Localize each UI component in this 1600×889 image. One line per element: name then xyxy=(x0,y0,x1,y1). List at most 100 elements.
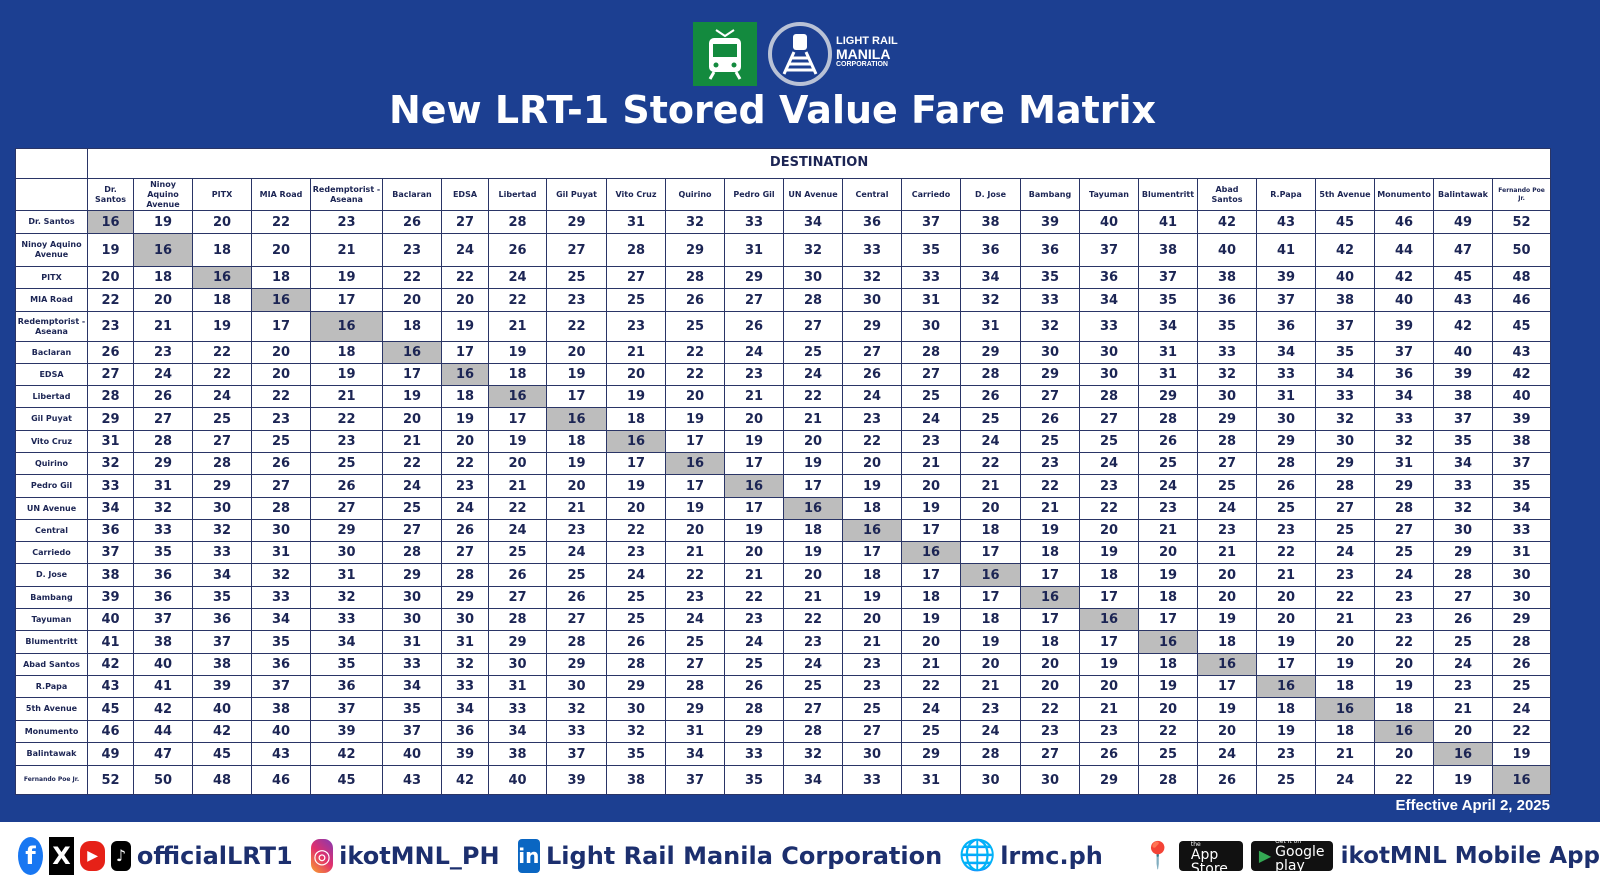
fare-cell: 17 xyxy=(901,519,961,542)
fare-cell: 30 xyxy=(1079,341,1139,364)
fare-cell: 29 xyxy=(665,697,725,721)
origin-header: Pedro Gil xyxy=(15,474,88,498)
destination-header: Bambang xyxy=(1020,178,1080,211)
fare-cell: 39 xyxy=(192,675,252,698)
fare-cell: 18 xyxy=(1374,697,1434,721)
fare-cell: 20 xyxy=(1138,541,1198,564)
fare-cell: 30 xyxy=(441,608,489,631)
fare-cell: 27 xyxy=(441,541,489,564)
fare-cell: 49 xyxy=(87,742,134,766)
facebook-icon[interactable]: f xyxy=(18,836,44,875)
fare-cell: 36 xyxy=(1197,288,1257,312)
x-icon[interactable]: X xyxy=(49,836,75,875)
fare-cell: 25 xyxy=(546,266,607,289)
fare-cell: 25 xyxy=(488,541,547,564)
youtube-icon[interactable]: ▶ xyxy=(80,840,106,871)
fare-cell: 25 xyxy=(1491,675,1552,698)
fare-cell: 24 xyxy=(901,697,961,721)
fare-cell: 23 xyxy=(1197,519,1257,542)
fare-cell: 33 xyxy=(488,697,547,721)
fare-cell: 26 xyxy=(546,586,607,609)
google-play-badge[interactable]: ▶ Get it on Google play xyxy=(1250,837,1333,874)
linkedin-icon[interactable]: in xyxy=(517,838,540,873)
fare-cell: 20 xyxy=(724,541,784,564)
fare-cell: 28 xyxy=(192,452,252,475)
fare-cell: 40 xyxy=(1374,288,1434,312)
fare-cell: 24 xyxy=(441,497,489,520)
fare-cell: 34 xyxy=(783,765,843,795)
fare-cell-same-station: 16 xyxy=(606,430,666,453)
fare-cell: 23 xyxy=(1256,519,1316,542)
fare-cell-same-station: 16 xyxy=(1256,675,1316,698)
logo-line: MANILA xyxy=(836,46,891,62)
fare-cell: 37 xyxy=(310,697,383,721)
fare-cell: 33 xyxy=(1079,311,1139,342)
fare-cell: 30 xyxy=(1256,407,1316,431)
fare-cell: 34 xyxy=(960,266,1021,289)
fare-cell: 31 xyxy=(133,474,193,498)
fare-cell: 24 xyxy=(1138,474,1198,498)
fare-cell: 34 xyxy=(382,675,442,698)
fare-cell: 22 xyxy=(488,288,547,312)
fare-cell: 18 xyxy=(1020,541,1080,564)
origin-header: Vito Cruz xyxy=(15,430,88,453)
fare-cell: 36 xyxy=(133,586,193,609)
fare-cell: 20 xyxy=(382,288,442,312)
origin-header: Gil Puyat xyxy=(15,407,88,431)
fare-cell: 36 xyxy=(1079,266,1139,289)
fare-cell: 34 xyxy=(310,630,383,654)
social-handle[interactable]: officialLRT1 xyxy=(136,841,293,870)
fare-cell: 45 xyxy=(1433,266,1493,289)
instagram-icon[interactable]: ◎ xyxy=(310,838,334,873)
linkedin-name[interactable]: Light Rail Manila Corporation xyxy=(546,841,943,870)
origin-header: Balintawak xyxy=(15,742,88,766)
fare-cell: 23 xyxy=(1020,452,1080,475)
origin-header: Blumentritt xyxy=(15,630,88,654)
table-row: UN Avenue 34 32 30 28 27 25 24 22 21 20 19 17 16 18 19 2… xyxy=(15,497,1552,520)
fare-cell: 20 xyxy=(724,407,784,431)
fare-cell: 36 xyxy=(1374,363,1434,386)
destination-header: R.Papa xyxy=(1256,178,1316,211)
badge-label: Google play xyxy=(1275,843,1325,874)
fare-cell: 35 xyxy=(382,697,442,721)
fare-cell: 21 xyxy=(488,474,547,498)
fare-cell: 18 xyxy=(1138,653,1198,676)
fare-cell: 41 xyxy=(87,630,134,654)
corner-cell xyxy=(15,148,88,179)
badge-caption: Get it on xyxy=(1275,837,1302,845)
website-link[interactable]: lrmc.ph xyxy=(1000,841,1103,870)
tiktok-icon[interactable]: ♪ xyxy=(111,840,131,871)
fare-cell: 20 xyxy=(665,519,725,542)
table-row: Ninoy Aquino Avenue 19 16 18 20 21 23 24 26 27 28 2… xyxy=(15,233,1552,267)
destination-header: PITX xyxy=(192,178,252,211)
fare-cell: 21 xyxy=(1315,742,1375,766)
fare-cell: 19 xyxy=(1079,541,1139,564)
fare-cell: 30 xyxy=(842,742,902,766)
fare-cell: 35 xyxy=(1197,311,1257,342)
fare-cell: 37 xyxy=(1138,266,1198,289)
fare-cell-same-station: 16 xyxy=(382,341,442,364)
fare-cell-same-station: 16 xyxy=(1374,720,1434,743)
fare-cell: 26 xyxy=(724,675,784,698)
fare-cell: 32 xyxy=(783,742,843,766)
fare-cell: 47 xyxy=(133,742,193,766)
app-store-badge[interactable]: Available on the App Store xyxy=(1178,835,1243,876)
fare-cell: 28 xyxy=(1315,474,1375,498)
globe-icon: 🌐 xyxy=(958,838,996,873)
fare-cell: 30 xyxy=(310,541,383,564)
fare-cell: 27 xyxy=(546,233,607,267)
fare-cell: 17 xyxy=(441,341,489,364)
instagram-handle[interactable]: ikotMNL_PH xyxy=(339,841,500,870)
fare-cell: 32 xyxy=(87,452,134,475)
fare-cell: 38 xyxy=(133,630,193,654)
fare-cell: 22 xyxy=(1315,586,1375,609)
fare-cell: 19 xyxy=(1315,653,1375,676)
fare-cell: 20 xyxy=(441,430,489,453)
fare-cell: 35 xyxy=(1138,288,1198,312)
destination-header: D. Jose xyxy=(960,178,1021,211)
fare-cell: 23 xyxy=(310,210,383,234)
fare-cell: 30 xyxy=(842,288,902,312)
fare-cell: 17 xyxy=(546,385,607,408)
fare-cell: 40 xyxy=(1079,210,1139,234)
fare-cell: 28 xyxy=(546,630,607,654)
